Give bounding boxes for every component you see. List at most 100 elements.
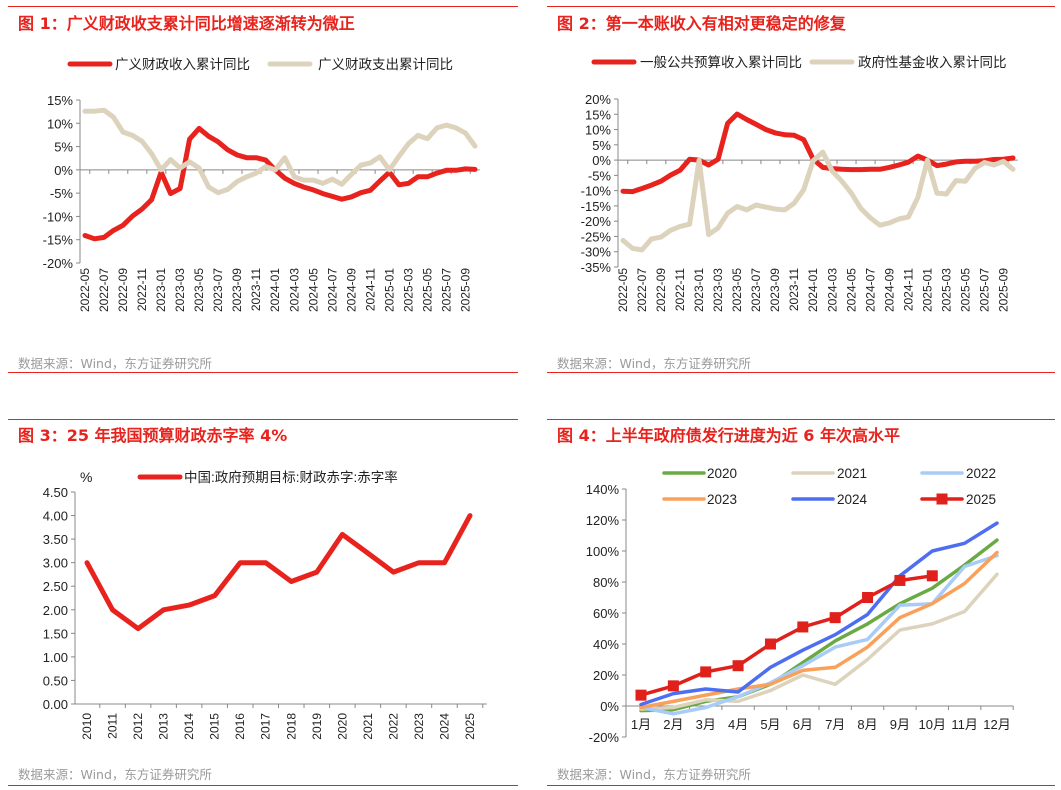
- chart4-legend-label: 2024: [837, 492, 868, 507]
- chart4-series-1-line: [639, 538, 999, 713]
- chart4-series-2-line: [639, 572, 999, 711]
- panel-1-top-rule: [8, 6, 518, 7]
- chart4-x-tick-label: 12月: [983, 717, 1010, 732]
- chart2-x-tick-label: 2024-01: [806, 268, 820, 312]
- chart4-legend-label: 2022: [966, 466, 996, 481]
- chart3-x-tick-label: 2014: [182, 713, 196, 740]
- chart3-x-tick-label: 2019: [310, 713, 324, 740]
- chart2-y-tick-label: -15%: [581, 199, 612, 214]
- chart3-y-tick-label: 4.50: [43, 485, 68, 500]
- chart3-x-tick-label: 2016: [233, 713, 247, 740]
- chart2-y-tick-label: -35%: [581, 260, 612, 275]
- panel-4-bottom-rule: [547, 785, 1055, 786]
- chart2-y-tick-label: 15%: [585, 107, 611, 122]
- chart1-x-tick-label: 2024-03: [287, 268, 301, 312]
- chart1-x-tick-label: 2023-03: [173, 268, 187, 312]
- chart3-y-tick-label: 2.00: [43, 603, 68, 618]
- chart2-y-tick-label: -25%: [581, 229, 612, 244]
- chart2-series-1-line: [620, 111, 1016, 195]
- chart4-x-tick-label: 9月: [890, 717, 910, 732]
- chart4-legend-label: 2021: [837, 466, 867, 481]
- chart2-y-tick-label: 0%: [592, 153, 611, 168]
- chart2-legend-label: 一般公共预算收入累计同比: [640, 55, 802, 70]
- chart1-x-tick-label: 2024-05: [306, 268, 320, 312]
- panel-2-bottom-rule: [547, 372, 1055, 373]
- figure-2-source: 数据来源：Wind，东方证券研究所: [557, 356, 751, 371]
- chart1-y-tick-label: -20%: [43, 256, 74, 271]
- chart1-x-tick-label: 2022-09: [116, 268, 130, 312]
- chart3-y-tick-label: 0.50: [43, 673, 68, 688]
- chart2-x-tick-label: 2024-09: [882, 268, 896, 312]
- chart4-series-6-marker: [862, 592, 874, 603]
- chart4-y-tick-label: 100%: [586, 544, 620, 559]
- chart2-x-tick-label: 2024-07: [863, 268, 877, 312]
- chart3-x-tick-label: 2023: [412, 713, 426, 740]
- chart3-x-tick-label: 2012: [131, 713, 145, 740]
- chart1-y-tick-label: -5%: [50, 186, 74, 201]
- chart4-legend-marker: [936, 493, 948, 505]
- chart1-x-tick-label: 2025-07: [439, 268, 453, 312]
- chart4-series-6-line: [639, 574, 935, 697]
- chart4-x-tick-label: 4月: [728, 717, 748, 732]
- chart3-x-tick-label: 2020: [335, 713, 349, 740]
- chart2-x-tick-label: 2022-07: [635, 268, 649, 312]
- chart4-y-tick-label: 140%: [586, 482, 620, 497]
- chart3-y-tick-label: 0.00: [43, 697, 68, 712]
- chart2-x-tick-label: 2024-05: [844, 268, 858, 312]
- chart4-legend-label: 2023: [707, 492, 737, 507]
- chart3-x-tick-label: 2021: [361, 713, 375, 740]
- chart4-legend-label: 2020: [707, 466, 737, 481]
- chart1-x-tick-label: 2024-01: [268, 268, 282, 312]
- chart1-x-tick-label: 2023-09: [230, 268, 244, 312]
- panel-3-top-rule: [8, 419, 518, 420]
- chart2-x-tick-label: 2023-03: [711, 268, 725, 312]
- chart4-x-tick-label: 7月: [825, 717, 845, 732]
- chart4-series-6-marker: [732, 660, 744, 672]
- chart2-x-tick-label: 2025-05: [958, 268, 972, 312]
- chart4-series-5-line: [639, 521, 999, 707]
- chart2-x-tick-label: 2022-09: [654, 268, 668, 312]
- chart4-series-6-marker: [894, 574, 906, 586]
- chart2-legend-label: 政府性基金收入累计同比: [858, 54, 1007, 70]
- chart1-series-1-line: [82, 125, 478, 242]
- chart1-x-tick-label: 2023-07: [211, 268, 225, 312]
- chart3-y-tick-label: 1.50: [43, 626, 68, 641]
- panel-2-top-rule: [547, 6, 1055, 7]
- chart4-y-tick-label: 120%: [586, 513, 620, 528]
- figure-3-source: 数据来源：Wind，东方证券研究所: [18, 767, 212, 782]
- chart4-y-tick-label: 60%: [593, 606, 619, 621]
- chart1-y-tick-label: 5%: [54, 140, 73, 155]
- chart3-x-tick-label: 2013: [157, 713, 171, 740]
- chart2-x-tick-label: 2023-01: [692, 268, 706, 312]
- chart3-series-1-line: [84, 513, 473, 632]
- chart3-x-tick-label: 2010: [80, 713, 94, 740]
- chart3-y-tick-label: 4.00: [43, 509, 68, 524]
- chart3-x-tick-label: 2011: [106, 713, 120, 739]
- chart2-x-tick-label: 2023-07: [749, 268, 763, 312]
- chart1-x-tick-label: 2024-07: [325, 268, 339, 312]
- chart4-series-6-marker: [635, 689, 647, 701]
- chart2-x-tick-label: 2025-07: [977, 268, 991, 312]
- chart3-x-tick-label: 2025: [463, 713, 477, 740]
- chart4-x-tick-label: 10月: [919, 717, 946, 732]
- chart1-series-2-line: [82, 107, 478, 196]
- chart3-x-tick-label: 2015: [208, 713, 222, 740]
- figure-4-source: 数据来源：Wind，东方证券研究所: [557, 767, 751, 782]
- chart3-y-tick-label: 2.50: [43, 579, 68, 594]
- chart2-y-tick-label: 5%: [592, 138, 611, 153]
- chart3-y-tick-label: 3.00: [43, 556, 68, 571]
- chart4-x-tick-label: 6月: [793, 717, 813, 732]
- chart1-x-tick-label: 2023-11: [249, 268, 263, 311]
- chart1-y-tick-label: 10%: [47, 116, 73, 131]
- chart2-x-tick-label: 2024-11: [901, 268, 915, 311]
- chart3-x-tick-label: 2022: [386, 713, 400, 740]
- figure-4-title: 图 4：上半年政府债发行进度为近 6 年次高水平: [557, 426, 900, 445]
- chart1-y-tick-label: -10%: [43, 209, 74, 224]
- chart2-x-tick-label: 2022-11: [673, 268, 687, 311]
- chart2-x-tick-label: 2023-05: [730, 268, 744, 312]
- chart3-legend-label: 中国:政府预期目标:财政赤字:赤字率: [184, 469, 398, 485]
- chart2-x-tick-label: 2023-09: [768, 268, 782, 312]
- chart4-x-tick-label: 1月: [631, 717, 651, 732]
- chart1-y-tick-label: -15%: [43, 233, 74, 248]
